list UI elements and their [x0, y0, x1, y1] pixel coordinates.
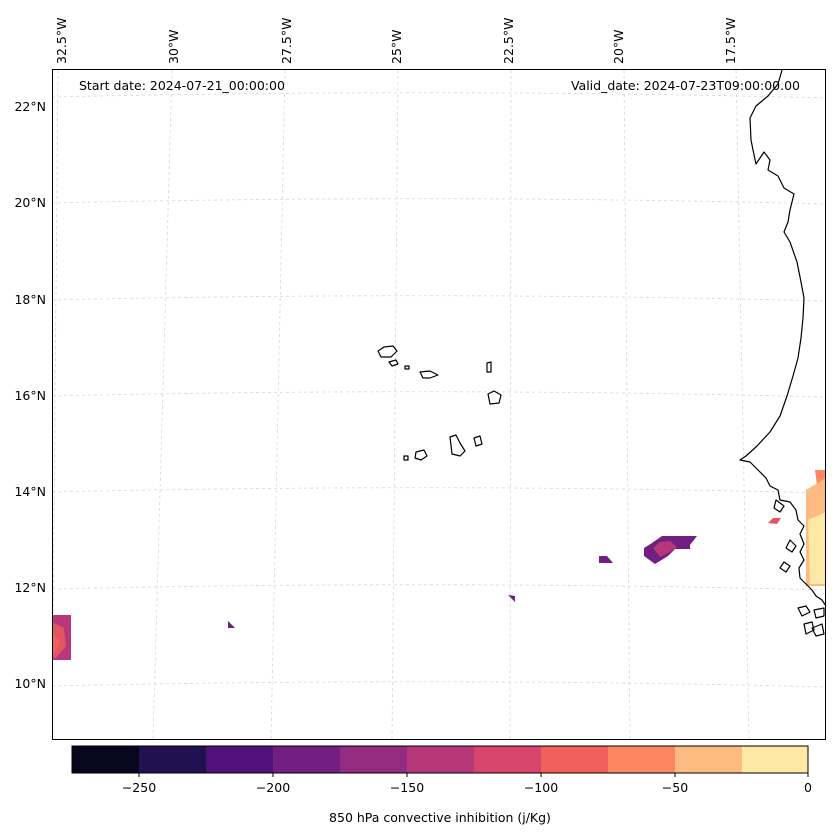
- lat-label: 22°N: [14, 99, 46, 114]
- gridline-lat: [51, 487, 827, 494]
- colorbar-segment: [608, 746, 675, 773]
- coastline-inlet-2: [785, 539, 797, 553]
- gridline-lon: [391, 69, 399, 741]
- colorbar-segment: [72, 746, 139, 773]
- island-bissagos-1: [797, 605, 811, 617]
- cin-patch-small-3: [599, 556, 613, 563]
- lon-label: 30°W: [166, 29, 181, 64]
- colorbar-segment: [541, 746, 608, 773]
- cin-overlays: [52, 470, 826, 660]
- gridline-lat: [51, 198, 827, 205]
- lat-label: 20°N: [14, 195, 46, 210]
- longitude-labels: 32.5°W 30°W 27.5°W 25°W 22.5°W 20°W 17.5…: [54, 18, 738, 64]
- colorbar-tick-label: −150: [390, 780, 424, 795]
- lat-label: 14°N: [14, 484, 46, 499]
- island-santiago: [449, 434, 466, 457]
- island-boa-vista: [487, 390, 502, 405]
- graticule: [51, 69, 827, 741]
- colorbar-tick-label: −250: [122, 780, 156, 795]
- map-frame: [52, 69, 826, 740]
- lon-label: 25°W: [389, 29, 404, 64]
- colorbar-tick-label: −100: [524, 780, 558, 795]
- coastline-inlet-1: [773, 499, 785, 513]
- gridline-lat: [51, 681, 827, 688]
- colorbar-segment: [273, 746, 340, 773]
- gridline-lat: [51, 584, 827, 591]
- coastlines: [377, 69, 827, 637]
- colorbar: −250 −200 −150 −100 −50 0 850 hPa convec…: [71, 745, 812, 825]
- lat-label: 16°N: [14, 388, 46, 403]
- colorbar-segment: [474, 746, 541, 773]
- colorbar-tick-label: −50: [662, 780, 688, 795]
- lon-label: 20°W: [611, 29, 626, 64]
- island-santo-antao: [377, 345, 398, 358]
- cin-patch-small-2: [508, 595, 515, 602]
- colorbar-segment: [407, 746, 474, 773]
- lat-label: 12°N: [14, 580, 46, 595]
- island-bissagos-2: [803, 621, 815, 635]
- gridline-lat: [51, 92, 827, 99]
- cin-patch-small-1: [228, 621, 235, 628]
- gridline-lon: [152, 69, 173, 741]
- gridline-lat: [51, 295, 827, 302]
- gridline-lon: [270, 69, 286, 741]
- coastline-inlet-3: [779, 561, 791, 573]
- lat-label: 10°N: [14, 676, 46, 691]
- gridline-lat: [51, 391, 827, 398]
- cin-patch-coastal-yellow: [808, 512, 826, 584]
- lat-label: 18°N: [14, 292, 46, 307]
- african-coastline: [739, 69, 827, 607]
- lon-label: 17.5°W: [723, 18, 738, 64]
- colorbar-tick-marks: [138, 773, 809, 777]
- colorbar-segment: [139, 746, 206, 773]
- latitude-labels: 22°N 20°N 18°N 16°N 14°N 12°N 10°N: [14, 99, 46, 691]
- gridline-lon: [735, 69, 750, 741]
- colorbar-segment: [742, 746, 808, 773]
- colorbar-label: 850 hPa convective inhibition (j/Kg): [329, 810, 551, 825]
- lon-label: 32.5°W: [54, 18, 69, 64]
- island-fogo: [414, 449, 428, 461]
- colorbar-segment: [206, 746, 273, 773]
- colorbar-tick-label: 0: [804, 780, 812, 795]
- island-sal: [486, 361, 492, 373]
- island-brava: [403, 455, 409, 461]
- colorbar-outline: [71, 745, 809, 774]
- cin-patch-coastal-red: [768, 518, 781, 524]
- colorbar-segment: [340, 746, 407, 773]
- cin-patch-east-cluster-inner: [653, 541, 677, 557]
- island-maio: [473, 435, 483, 447]
- island-bissagos-4: [811, 623, 825, 637]
- island-sao-vicente: [388, 359, 399, 367]
- colorbar-tick-label: −200: [256, 780, 290, 795]
- valid-date-label: Valid_date: 2024-07-23T09:00:00.00: [571, 78, 800, 93]
- colorbar-segments: [72, 746, 808, 773]
- gridline-lon: [509, 69, 512, 741]
- start-date-label: Start date: 2024-07-21_00:00:00: [79, 78, 285, 93]
- island-bissagos-3: [813, 607, 825, 619]
- island-sao-nicolau: [419, 370, 439, 379]
- colorbar-segment: [675, 746, 742, 773]
- cin-patch-west-core: [52, 634, 60, 654]
- island-santa-luzia: [404, 365, 410, 370]
- lon-label: 22.5°W: [501, 18, 516, 64]
- gridline-lon: [623, 69, 631, 741]
- lon-label: 27.5°W: [279, 18, 294, 64]
